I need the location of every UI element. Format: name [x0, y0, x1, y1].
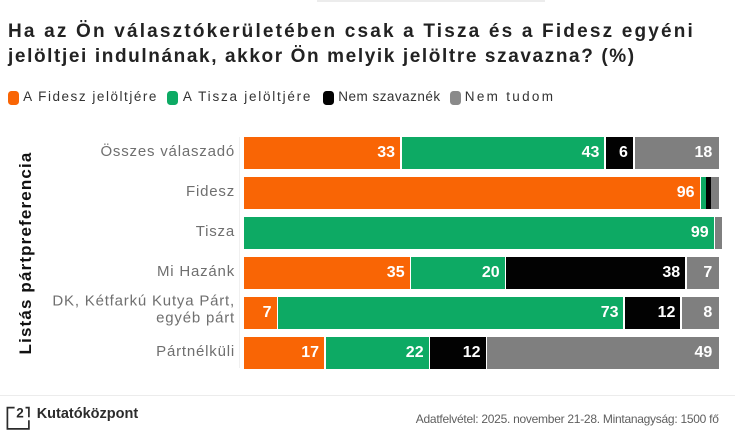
svg-text:2: 2: [16, 406, 24, 420]
